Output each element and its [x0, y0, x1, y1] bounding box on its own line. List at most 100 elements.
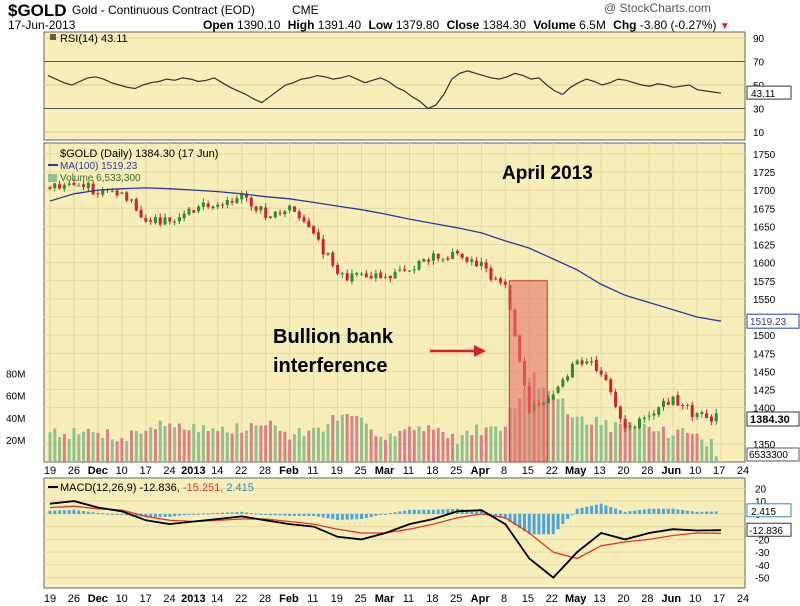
volume-bar: [431, 429, 435, 462]
volume-bar: [216, 431, 220, 462]
macd-histogram-bar: [302, 513, 306, 516]
macd-histogram-bar: [91, 512, 95, 514]
candle-body: [288, 205, 292, 211]
macd-histogram-bar: [221, 512, 225, 514]
candle-body: [503, 281, 507, 285]
volume-bar: [134, 430, 138, 462]
volume-bar: [240, 432, 244, 462]
x-tick-label: 20: [617, 465, 629, 477]
volume-bar: [297, 428, 301, 462]
macd-histogram-bar: [441, 509, 445, 514]
candle-body: [556, 386, 560, 393]
candle-body: [580, 360, 584, 365]
macd-tick-label: 20: [755, 484, 767, 495]
volume-bar: [451, 433, 455, 462]
volume-bar: [312, 427, 316, 462]
macd-histogram-bar: [427, 509, 431, 514]
candle-body: [676, 395, 680, 406]
down-arrow-icon: ▼: [719, 21, 730, 32]
macd-histogram-bar: [475, 510, 479, 514]
volume-bar: [53, 428, 57, 462]
volume-bar: [470, 435, 474, 462]
macd-histogram-bar: [494, 513, 498, 516]
price-tick-label: 1500: [753, 331, 776, 342]
volume-bar: [96, 432, 100, 462]
macd-histogram-bar: [513, 513, 517, 526]
x-tick-label: 19: [44, 465, 56, 477]
macd-histogram-bar: [638, 509, 642, 514]
volume-bar: [465, 430, 469, 462]
macd-histogram-bar: [173, 513, 177, 517]
macd-histogram-bar: [393, 512, 397, 514]
candle-body: [398, 269, 402, 271]
volume-bar: [62, 434, 66, 462]
candle-body: [153, 217, 157, 224]
price-tick-label: 1600: [753, 259, 776, 270]
macd-histogram-bar: [297, 513, 301, 516]
macd-histogram-bar: [72, 509, 76, 514]
candle-body: [292, 206, 296, 212]
candle-body: [369, 275, 373, 279]
candle-body: [403, 269, 407, 271]
candle-body: [422, 259, 426, 262]
rsi-line: [47, 70, 722, 110]
x-tick-label: 20: [617, 593, 629, 605]
macd-histogram-bar: [187, 513, 191, 515]
volume-bar: [441, 431, 445, 462]
volume-bar: [153, 429, 157, 462]
volume-bar: [436, 427, 440, 462]
volume-bar: [384, 439, 387, 462]
macd-histogram-bar: [197, 513, 201, 515]
x-tick-label: 22: [235, 465, 247, 477]
rsi-current-box: [746, 85, 792, 100]
x-tick-label: 2013: [181, 465, 205, 477]
macd-histogram-bar: [374, 513, 378, 516]
macd-histogram-bar: [355, 513, 359, 520]
volume-bar: [355, 415, 359, 462]
macd-histogram-bar: [499, 513, 503, 518]
macd-histogram-bar: [350, 513, 354, 520]
chg-label: Chg: [613, 18, 637, 32]
candle-body: [302, 216, 306, 222]
volume-bar: [197, 432, 201, 462]
macd-histogram-bar: [96, 512, 100, 514]
macd-histogram-bar: [144, 513, 148, 517]
macd-histogram-bar: [168, 513, 172, 517]
volume-bar: [417, 426, 421, 462]
macd-histogram-bar: [379, 513, 383, 515]
volume-bar: [326, 423, 330, 462]
candle-body: [254, 206, 258, 211]
x-tick-label: 25: [355, 465, 367, 477]
macd-histogram-bar: [671, 508, 675, 514]
volume-bar: [173, 427, 177, 462]
volume-bar: [206, 430, 210, 462]
macd-histogram-bar: [556, 513, 560, 530]
x-tick-label: 17: [713, 593, 725, 605]
candle-body: [221, 204, 225, 206]
price-tick-label: 1425: [753, 386, 776, 397]
x-tick-label: 10: [689, 593, 701, 605]
rsi-tick-label: 10: [753, 128, 765, 139]
macd-histogram-bar: [633, 510, 637, 514]
candle-body: [48, 187, 52, 190]
ma100-line: [49, 187, 722, 322]
candle-body: [484, 262, 488, 269]
candle-body: [230, 201, 234, 203]
macd-histogram-bar: [206, 513, 210, 515]
candle-body: [695, 413, 699, 417]
x-tick-label: 11: [403, 465, 414, 477]
rsi-current-label: 43.11: [751, 89, 776, 100]
volume-bar: [192, 424, 196, 462]
candle-body: [158, 217, 162, 225]
volume-bar: [700, 439, 704, 462]
candle-body: [278, 212, 282, 214]
rsi-legend: RSI(14) 43.11: [60, 33, 128, 45]
macd-value-label: -12.836: [749, 526, 783, 537]
volume-bar: [369, 429, 373, 462]
price-tick-label: 1625: [753, 241, 776, 252]
candle-body: [690, 404, 694, 417]
open-label: Open: [203, 18, 234, 32]
candle-body: [336, 264, 340, 274]
candle-body: [599, 370, 603, 375]
x-tick-label: 28: [259, 465, 271, 477]
